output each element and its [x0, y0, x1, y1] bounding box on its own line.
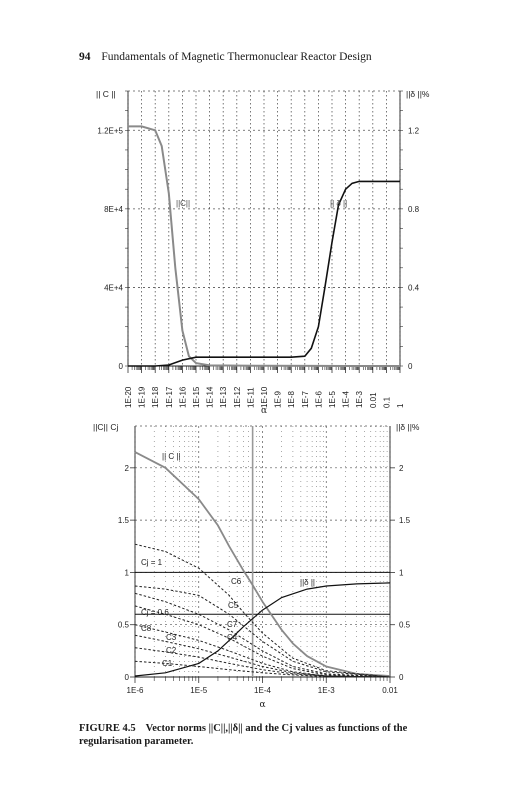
x-tick-label: 1E-6	[314, 391, 323, 408]
x-tick-label: 0.01	[382, 686, 398, 695]
y-left-tick-label: 0	[125, 673, 130, 682]
x-tick-label: 1E-10	[260, 386, 269, 408]
annotation-delta-norm: || δ ||	[330, 199, 347, 208]
y-left-tick-label: 1	[125, 568, 130, 577]
series-line-c4	[134, 605, 391, 678]
y-left-tick-label: 0	[119, 362, 124, 371]
series-line-c7	[134, 592, 391, 678]
x-axis-label: α	[259, 700, 265, 710]
x-tick-label: 1	[396, 403, 405, 408]
x-tick-label: 1E-19	[138, 386, 147, 408]
series-line-delta-norm	[128, 180, 400, 367]
y-right-tick-label: 1.2	[408, 126, 420, 135]
y-right-tick-label: 0	[408, 362, 413, 371]
y-right-tick-label: 0	[399, 673, 404, 682]
series-line-c-norm	[128, 125, 400, 367]
y-left-axis-label: ||C|| Cj	[93, 422, 118, 432]
series-line-c	[134, 451, 391, 677]
x-tick-label: 1E-17	[165, 386, 174, 408]
x-tick-label: 1E-18	[151, 386, 160, 408]
annotation-c-norm: ||C||	[176, 199, 190, 208]
annotation-label: C7	[227, 620, 238, 629]
x-tick-label: 1E-6	[127, 686, 144, 695]
series-line-	[134, 582, 391, 677]
figure-label: FIGURE 4.5	[79, 723, 136, 734]
y-right-tick-label: 0.8	[408, 205, 420, 214]
y-left-tick-label: 8E+4	[104, 205, 123, 214]
series-line-c8	[134, 624, 391, 678]
y-right-tick-label: 1.5	[399, 516, 411, 525]
y-right-tick-label: 0.4	[408, 283, 420, 292]
caption-text: Vector norms ||C||,||δ|| and the Cj valu…	[79, 723, 408, 747]
x-tick-label: 1E-20	[124, 386, 133, 408]
y-left-tick-label: 0.5	[118, 621, 130, 630]
x-tick-label: 1E-3	[355, 391, 364, 408]
y-left-tick-label: 4E+4	[104, 283, 123, 292]
chart-bottom: 1E-6 1E-5 1E-4 1E-3 0.010 00.5 0.51 11.5 1.52 2||…	[93, 422, 420, 710]
annotation-label: C8	[141, 624, 152, 633]
annotation-label: Cj = 0.6	[141, 608, 169, 617]
running-title: Fundamentals of Magnetic Thermonuclear R…	[101, 51, 372, 63]
y-left-tick-label: 1.5	[118, 516, 130, 525]
chart-top: 1E-20 1E-19 1E-18 1E-17 1E-16 1E-15 1E-14 1E-13…	[96, 89, 430, 416]
x-tick-label: 1E-5	[328, 391, 337, 408]
x-tick-label: 1E-4	[254, 686, 271, 695]
annotation-label: C2	[166, 646, 177, 655]
y-right-axis-label: ||δ ||%	[396, 422, 420, 432]
annotation-label: Cj = 1	[141, 558, 163, 567]
annotation-label: ||δ ||	[300, 578, 315, 587]
annotation-label: C4	[227, 633, 238, 642]
y-right-tick-label: 0.5	[399, 621, 411, 630]
x-tick-label: 1E-16	[178, 386, 187, 408]
x-tick-label: 1E-4	[342, 391, 351, 408]
series-line-c1	[134, 660, 391, 678]
x-tick-label: 1E-3	[318, 686, 335, 695]
series-line-c3	[134, 634, 391, 678]
x-tick-label: 1E-13	[219, 386, 228, 408]
y-left-tick-label: 2	[125, 464, 130, 473]
y-right-tick-label: 2	[399, 464, 404, 473]
x-tick-label: 1E-9	[274, 391, 283, 408]
y-right-tick-label: 1	[399, 568, 404, 577]
series-line-c2	[134, 647, 391, 678]
annotation-label: || C ||	[162, 452, 181, 461]
x-tick-label: 0.01	[369, 392, 378, 408]
series-line-c6	[134, 543, 391, 678]
y-right-axis-label: ||δ ||%	[406, 89, 430, 99]
annotation-label: C5	[228, 601, 239, 610]
x-tick-label: 0.1	[382, 396, 391, 408]
series-line-c5	[134, 585, 391, 678]
x-axis-label: α	[261, 406, 267, 416]
x-tick-label: 1E-15	[192, 386, 201, 408]
x-tick-label: 1E-11	[246, 387, 255, 408]
x-tick-label: 1E-14	[206, 386, 215, 408]
x-tick-label: 1E-5	[190, 686, 207, 695]
annotation-label: C6	[231, 577, 242, 586]
figure-caption: FIGURE 4.5 Vector norms ||C||,||δ|| and t…	[79, 722, 471, 748]
y-left-axis-label: || C ||	[96, 89, 116, 99]
x-tick-label: 1E-8	[287, 391, 296, 408]
page-header: 94 Fundamentals of Magnetic Thermonuclea…	[79, 51, 372, 63]
page-number: 94	[79, 51, 91, 63]
y-left-tick-label: 1.2E+5	[97, 126, 123, 135]
x-tick-label: 1E-12	[233, 386, 242, 408]
x-tick-label: 1E-7	[301, 391, 310, 408]
annotation-label: C1	[162, 659, 173, 668]
annotation-label: C3	[166, 633, 177, 642]
